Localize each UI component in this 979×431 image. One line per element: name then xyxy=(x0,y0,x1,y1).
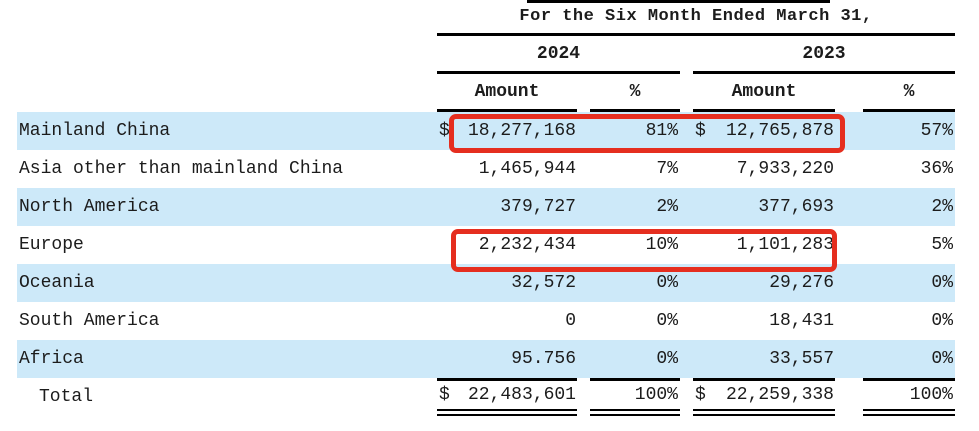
amount-header-2024: Amount xyxy=(437,74,577,112)
table-row-oceania: Oceania 32,572 0% 29,276 0% xyxy=(17,264,955,302)
currency-symbol: $ xyxy=(695,385,706,405)
amount-value: 18,431 xyxy=(769,311,834,331)
amount-value: 7,933,220 xyxy=(736,159,834,179)
percent-cell-2023: 36% xyxy=(920,159,953,179)
amount-cell-2023: 377,693 xyxy=(693,188,835,226)
percent-cell-2023: 57% xyxy=(920,121,953,141)
table-row-total: Total $ 22,483,601 100% $ 22,259,338 100… xyxy=(17,378,955,416)
amount-cell-2024: 95.756 xyxy=(437,340,577,378)
amount-header-2023: Amount xyxy=(693,74,835,112)
percent-header-2024: % xyxy=(590,74,680,112)
percent-cell-2023: 0% xyxy=(931,273,953,293)
amount-cell-2023: 18,431 xyxy=(693,302,835,340)
table-header-period: For the Six Month Ended March 31, xyxy=(17,0,955,36)
percent-cell-2024: 10% xyxy=(645,235,678,255)
region-label: Oceania xyxy=(19,273,95,293)
region-label: Europe xyxy=(19,235,84,255)
amount-value: 22,483,601 xyxy=(467,385,576,405)
amount-value: 29,276 xyxy=(769,273,834,293)
amount-value: 33,557 xyxy=(769,349,834,369)
percent-cell-2023: 5% xyxy=(931,235,953,255)
top-crop-line xyxy=(527,0,830,3)
amount-cell-2024: 379,727 xyxy=(437,188,577,226)
amount-value: 22,259,338 xyxy=(725,385,834,405)
amount-value: 379,727 xyxy=(500,197,576,217)
region-label: North America xyxy=(19,197,160,217)
region-label: South America xyxy=(19,311,160,331)
currency-symbol: $ xyxy=(695,121,706,141)
amount-value: 377,693 xyxy=(758,197,834,217)
total-percent-cell-2023: 100% xyxy=(863,378,955,416)
table-row-south-america: South America 0 0% 18,431 0% xyxy=(17,302,955,340)
region-label: Mainland China xyxy=(19,121,171,141)
amount-cell-2024: 0 xyxy=(437,302,577,340)
table-row-mainland-china: Mainland China $ 18,277,168 81% $ 12,765… xyxy=(17,112,955,150)
amount-cell-2023: 7,933,220 xyxy=(693,150,835,188)
region-label: Africa xyxy=(19,349,84,369)
amount-cell-2023: 33,557 xyxy=(693,340,835,378)
total-amount-cell-2024: $ 22,483,601 xyxy=(437,378,577,416)
currency-symbol: $ xyxy=(439,121,450,141)
amount-value: 12,765,878 xyxy=(725,121,834,141)
amount-value: 95.756 xyxy=(511,349,576,369)
table-row-asia-other: Asia other than mainland China 1,465,944… xyxy=(17,150,955,188)
region-label: Asia other than mainland China xyxy=(19,159,344,179)
amount-value: 1,101,283 xyxy=(736,235,834,255)
amount-value: 1,465,944 xyxy=(478,159,576,179)
revenue-by-region-table: For the Six Month Ended March 31, 2024 2… xyxy=(17,0,955,416)
amount-value: 18,277,168 xyxy=(467,121,576,141)
table-row-africa: Africa 95.756 0% 33,557 0% xyxy=(17,340,955,378)
percent-cell-2024: 81% xyxy=(645,121,678,141)
percent-cell-2024: 7% xyxy=(656,159,678,179)
amount-cell-2023: $ 12,765,878 xyxy=(693,112,835,150)
amount-value: 32,572 xyxy=(511,273,576,293)
table-row-north-america: North America 379,727 2% 377,693 2% xyxy=(17,188,955,226)
percent-cell-2024: 0% xyxy=(656,311,678,331)
amount-cell-2024: $ 18,277,168 xyxy=(437,112,577,150)
year-header-2023: 2023 xyxy=(693,36,955,74)
table-row-europe: Europe 2,232,434 10% 1,101,283 5% xyxy=(17,226,955,264)
amount-cell-2023: 29,276 xyxy=(693,264,835,302)
percent-cell-2023: 2% xyxy=(931,197,953,217)
amount-cell-2024: 1,465,944 xyxy=(437,150,577,188)
percent-cell-2024: 0% xyxy=(656,273,678,293)
amount-value: 0 xyxy=(565,311,576,331)
percent-header-2023: % xyxy=(863,74,955,112)
amount-cell-2024: 32,572 xyxy=(437,264,577,302)
percent-cell-2024: 2% xyxy=(656,197,678,217)
percent-cell-2023: 0% xyxy=(931,311,953,331)
currency-symbol: $ xyxy=(439,385,450,405)
period-title: For the Six Month Ended March 31, xyxy=(437,0,955,36)
table-header-columns: Amount % Amount % xyxy=(17,74,955,112)
total-percent-cell-2024: 100% xyxy=(590,378,680,416)
table-header-years: 2024 2023 xyxy=(17,36,955,74)
amount-cell-2023: 1,101,283 xyxy=(693,226,835,264)
year-header-2024: 2024 xyxy=(437,36,680,74)
amount-value: 2,232,434 xyxy=(478,235,576,255)
total-amount-cell-2023: $ 22,259,338 xyxy=(693,378,835,416)
percent-cell-2023: 0% xyxy=(931,349,953,369)
total-label: Total xyxy=(39,387,94,407)
amount-cell-2024: 2,232,434 xyxy=(437,226,577,264)
percent-cell-2024: 0% xyxy=(656,349,678,369)
